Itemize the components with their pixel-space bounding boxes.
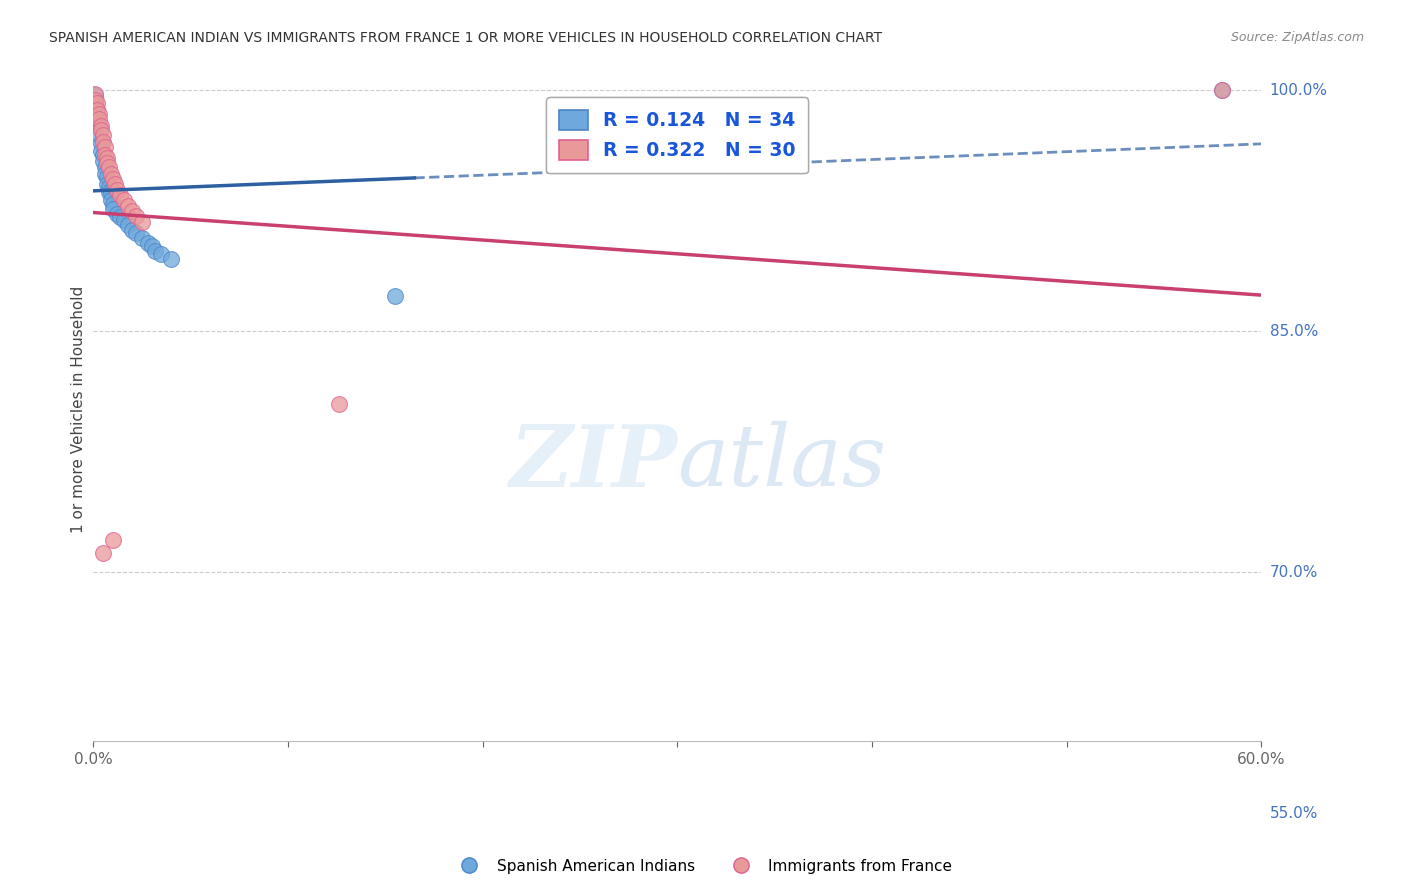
Point [117,199,139,213]
Legend: R = 0.124   N = 34, R = 0.322   N = 30: R = 0.124 N = 34, R = 0.322 N = 30 [547,96,808,173]
Point [96,170,118,185]
Point [112,213,135,227]
Point [101,171,124,186]
Point [328,397,350,411]
Point [90,145,112,159]
Point [84,88,107,103]
Text: Source: ZipAtlas.com: Source: ZipAtlas.com [1230,31,1364,45]
Text: 85.0%: 85.0% [1270,324,1317,339]
Point [100,186,122,201]
Point [141,239,163,253]
Point [136,235,159,250]
Point [94,167,117,181]
Point [86,111,108,125]
Point [125,209,148,223]
Point [91,147,114,161]
Point [97,185,120,199]
Point [86,103,108,117]
Text: atlas: atlas [678,421,886,504]
Point [112,193,135,207]
Y-axis label: 1 or more Vehicles in Household: 1 or more Vehicles in Household [72,285,86,533]
Text: ZIP: ZIP [509,421,678,504]
Text: 100.0%: 100.0% [1270,83,1327,98]
Point [1211,83,1233,97]
Point [145,244,167,258]
Point [160,252,183,266]
Point [104,177,127,191]
Point [87,128,110,143]
Point [131,215,153,229]
Point [90,136,112,151]
Point [101,533,124,548]
Point [117,219,139,233]
Point [121,223,143,237]
Point [96,155,118,169]
Point [150,247,173,261]
Point [101,197,124,211]
Point [87,112,110,127]
Text: 70.0%: 70.0% [1270,565,1317,580]
Point [90,123,112,137]
Point [90,119,112,133]
Point [100,167,122,181]
Point [105,183,128,197]
Point [84,93,107,107]
Text: 55.0%: 55.0% [1270,806,1317,821]
Point [100,193,122,207]
Point [101,202,124,217]
Point [94,139,117,153]
Point [91,546,114,560]
Point [94,161,117,175]
Point [87,119,110,133]
Point [1211,83,1233,97]
Point [84,95,107,109]
Point [125,227,148,241]
Point [105,207,128,221]
Point [91,153,114,168]
Point [96,151,118,165]
Point [110,211,132,225]
Point [96,177,118,191]
Point [121,203,143,218]
Point [86,103,108,117]
Point [384,289,406,303]
Point [86,96,108,111]
Point [91,135,114,149]
Point [84,87,107,101]
Point [110,187,132,202]
Point [131,231,153,245]
Point [91,128,114,143]
Point [97,161,120,175]
Text: SPANISH AMERICAN INDIAN VS IMMIGRANTS FROM FRANCE 1 OR MORE VEHICLES IN HOUSEHOL: SPANISH AMERICAN INDIAN VS IMMIGRANTS FR… [49,31,883,45]
Point [97,179,120,194]
Point [94,147,117,161]
Point [87,107,110,121]
Legend: Spanish American Indians, Immigrants from France: Spanish American Indians, Immigrants fro… [447,853,959,880]
